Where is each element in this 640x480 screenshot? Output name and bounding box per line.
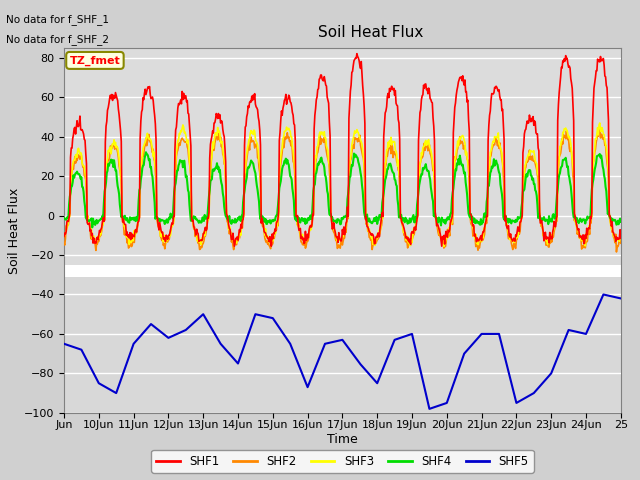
Text: No data for f_SHF_1: No data for f_SHF_1 [6, 14, 109, 25]
Title: Soil Heat Flux: Soil Heat Flux [317, 25, 423, 40]
Bar [64, 265, 621, 277]
Bar [64, 277, 621, 413]
Y-axis label: Soil Heat Flux: Soil Heat Flux [8, 187, 21, 274]
Text: No data for f_SHF_2: No data for f_SHF_2 [6, 34, 109, 45]
Legend: SHF1, SHF2, SHF3, SHF4, SHF5: SHF1, SHF2, SHF3, SHF4, SHF5 [151, 450, 534, 473]
X-axis label: Time: Time [327, 433, 358, 446]
Text: TZ_fmet: TZ_fmet [70, 55, 120, 66]
